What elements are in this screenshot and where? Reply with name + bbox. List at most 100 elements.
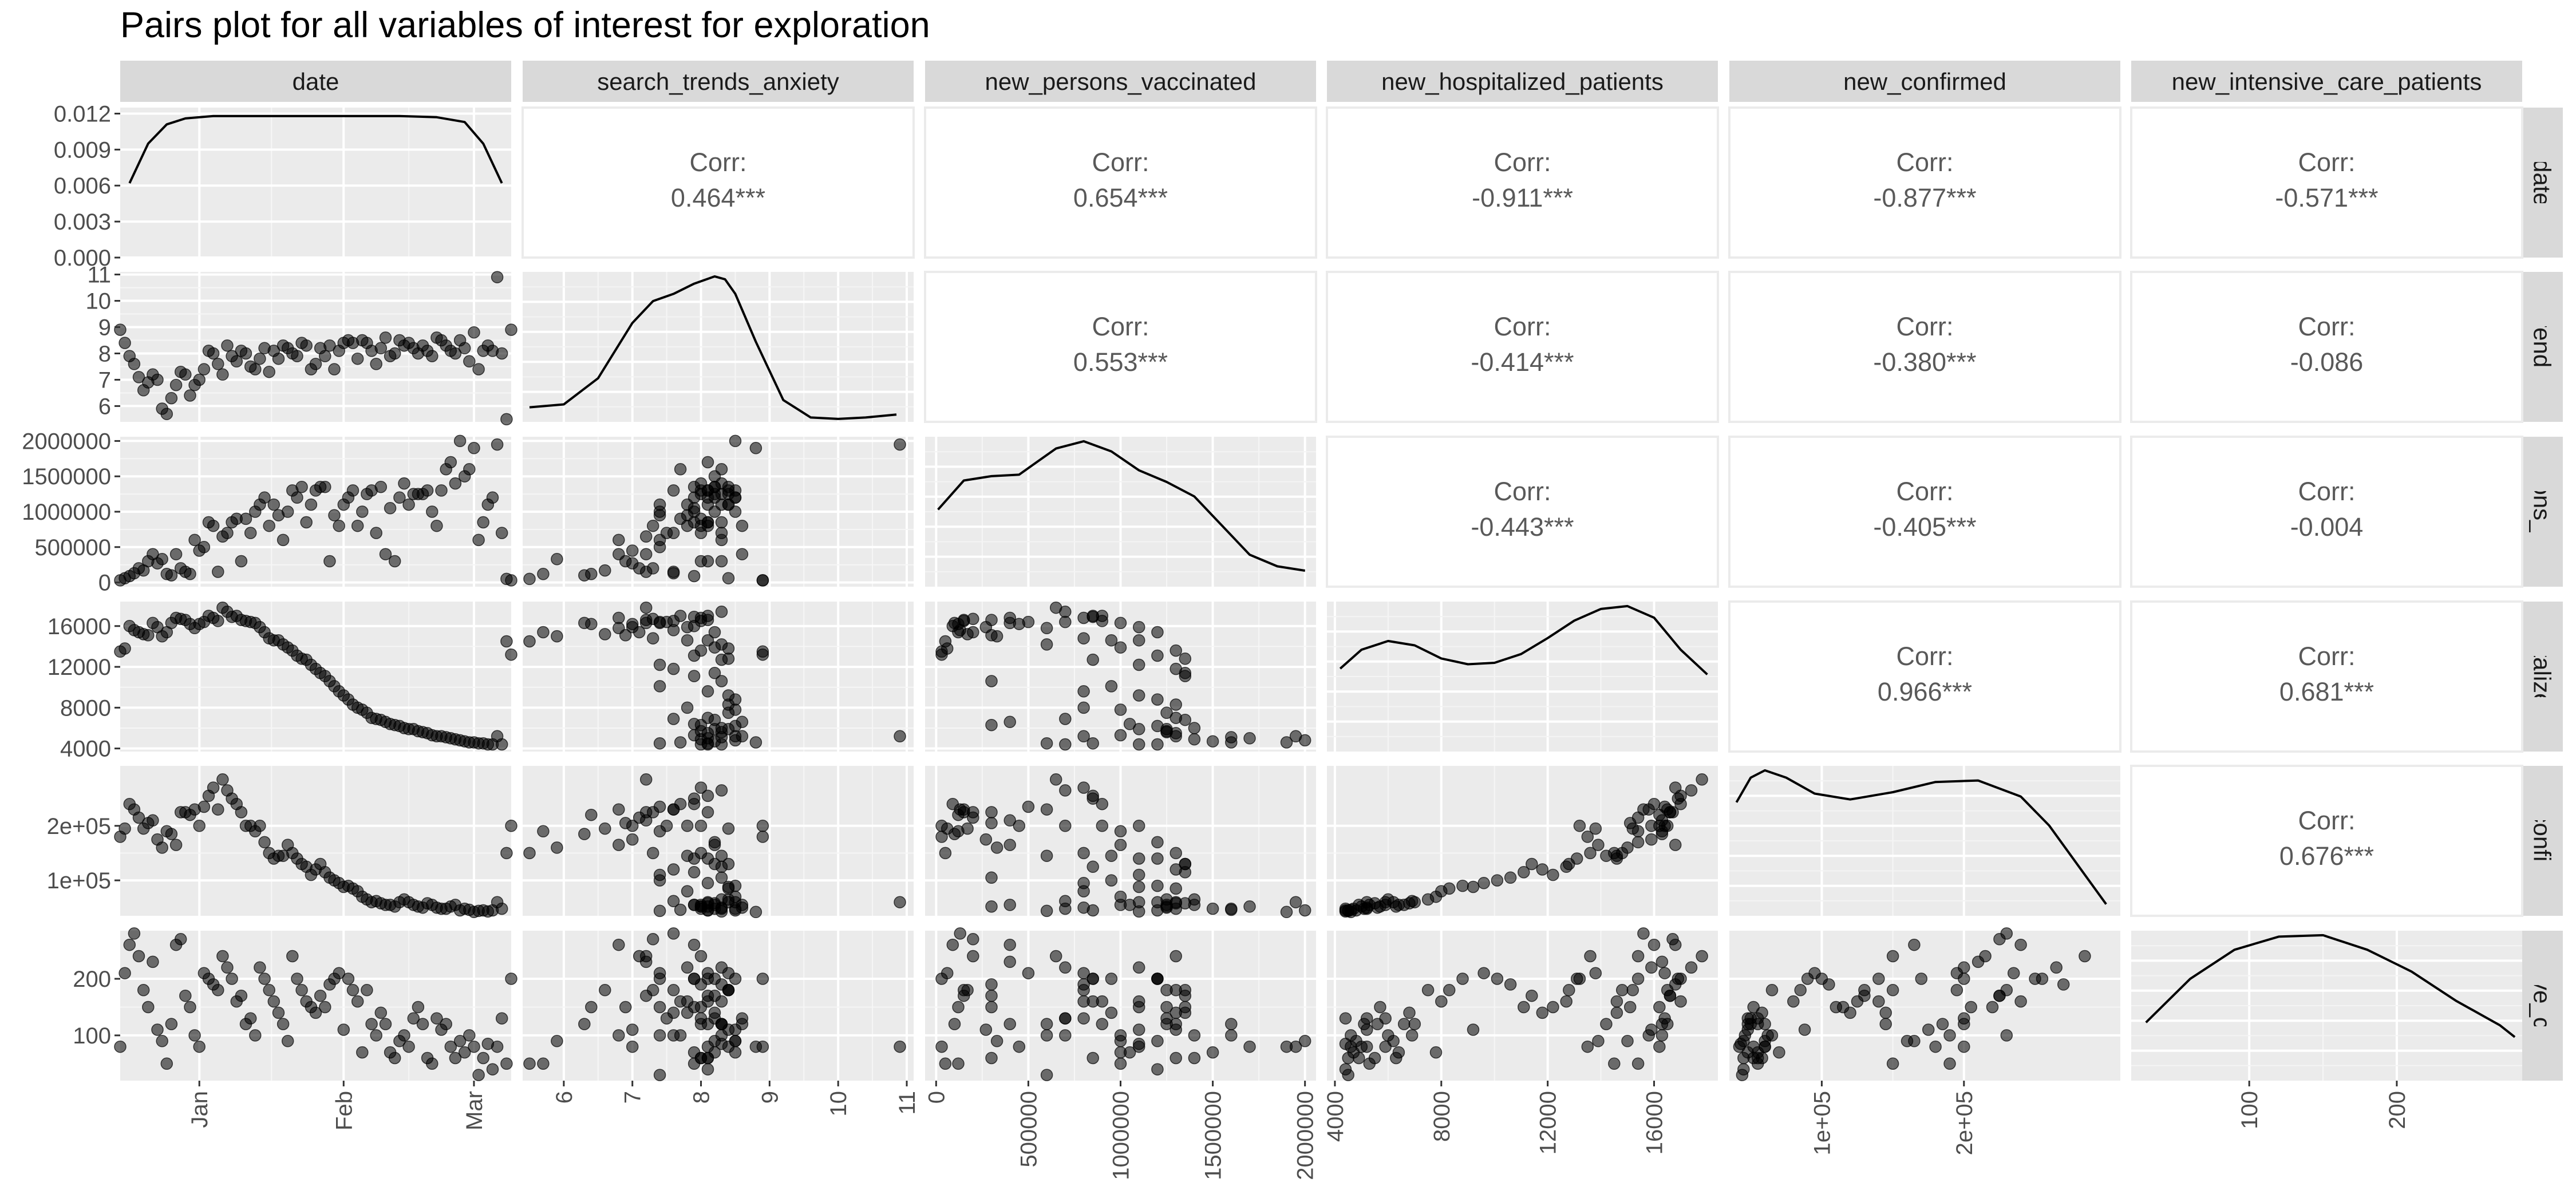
- data-point: [398, 477, 410, 490]
- data-point: [681, 995, 694, 1008]
- data-point: [985, 978, 998, 991]
- data-point: [151, 1023, 164, 1036]
- data-point: [207, 347, 220, 360]
- data-point: [1105, 874, 1118, 887]
- data-point: [1179, 866, 1192, 879]
- data-point: [1573, 820, 1586, 832]
- data-point: [1872, 972, 1885, 985]
- data-point: [430, 1012, 443, 1025]
- data-point: [957, 803, 970, 816]
- y-tick-label: 100: [73, 1023, 111, 1049]
- data-point: [416, 1018, 429, 1030]
- data-point: [1615, 984, 1629, 997]
- corr-panel: [1728, 271, 2121, 423]
- data-point: [1114, 899, 1127, 911]
- data-point: [1096, 615, 1109, 627]
- column-strip-search_trends_anxiety: [523, 61, 914, 102]
- data-point: [639, 806, 653, 819]
- x-tick-label: 100: [2237, 1091, 2262, 1129]
- data-point: [1765, 984, 1779, 997]
- data-point: [613, 938, 625, 951]
- data-point: [239, 347, 252, 360]
- data-point: [244, 527, 257, 539]
- data-point: [458, 342, 471, 355]
- data-point: [1886, 1057, 1899, 1070]
- data-point: [715, 675, 728, 687]
- data-point: [1170, 847, 1182, 860]
- data-point: [1003, 611, 1016, 624]
- data-point: [142, 1001, 155, 1014]
- data-point: [688, 792, 701, 805]
- data-point: [585, 618, 598, 630]
- data-point: [1456, 879, 1469, 892]
- data-point: [1298, 904, 1311, 917]
- corr-panel: [2130, 271, 2523, 423]
- data-point: [701, 789, 714, 802]
- data-point: [1637, 927, 1650, 940]
- data-point: [174, 933, 187, 946]
- data-point: [477, 1051, 489, 1065]
- data-point: [374, 480, 388, 493]
- data-point: [1114, 825, 1127, 838]
- data-point: [1003, 715, 1016, 729]
- data-point: [123, 938, 136, 951]
- data-point: [715, 961, 728, 974]
- corr-value: 0.681***: [2279, 677, 2374, 706]
- data-point: [1592, 839, 1605, 851]
- data-point: [323, 339, 336, 352]
- data-point: [990, 1035, 1003, 1047]
- data-point: [1379, 1040, 1392, 1053]
- data-point: [1132, 738, 1145, 751]
- data-point: [114, 323, 127, 336]
- data-point: [291, 972, 303, 985]
- data-point: [463, 1029, 476, 1042]
- data-point: [2000, 1029, 2013, 1042]
- data-point: [681, 620, 694, 634]
- data-point: [1737, 1051, 1750, 1065]
- data-point: [2057, 978, 2070, 991]
- data-point: [1664, 806, 1677, 819]
- data-point: [212, 566, 224, 578]
- data-point: [505, 972, 517, 985]
- data-point: [1151, 852, 1164, 865]
- data-point: [626, 1023, 639, 1036]
- data-point: [249, 1029, 262, 1042]
- data-point: [1280, 906, 1293, 919]
- data-point: [639, 530, 653, 543]
- data-point: [1151, 904, 1164, 917]
- data-point: [985, 817, 998, 829]
- data-point: [1096, 820, 1109, 832]
- data-point: [1560, 995, 1573, 1008]
- data-point: [1225, 736, 1238, 749]
- data-point: [267, 498, 280, 511]
- data-point: [1040, 803, 1053, 816]
- data-point: [667, 984, 680, 997]
- data-point: [1993, 933, 2006, 946]
- data-point: [749, 736, 762, 749]
- row-strip-label: ensive_care_: [2529, 934, 2556, 1077]
- column-strip-new_persons_vaccinated: [925, 61, 1316, 102]
- data-point: [160, 1057, 173, 1070]
- data-point: [1943, 1029, 1956, 1042]
- data-point: [979, 1023, 993, 1036]
- data-point: [230, 355, 243, 368]
- chart-title: Pairs plot for all variables of interest…: [120, 5, 930, 45]
- data-point: [1188, 899, 1201, 911]
- data-point: [1467, 880, 1480, 893]
- data-point: [388, 347, 401, 360]
- data-point: [939, 635, 952, 648]
- corr-label: Corr:: [1092, 312, 1149, 341]
- data-point: [708, 667, 721, 679]
- x-tick-label: 1e+05: [1809, 1091, 1835, 1155]
- data-point: [1456, 972, 1469, 985]
- data-point: [281, 1035, 294, 1047]
- corr-value: 0.654***: [1073, 183, 1168, 212]
- data-point: [1886, 984, 1899, 997]
- data-point: [463, 355, 476, 368]
- data-point: [1188, 722, 1201, 734]
- data-point: [328, 509, 341, 521]
- data-point: [1059, 606, 1072, 618]
- data-point: [1123, 1046, 1136, 1059]
- data-point: [132, 950, 145, 963]
- data-point: [351, 995, 364, 1008]
